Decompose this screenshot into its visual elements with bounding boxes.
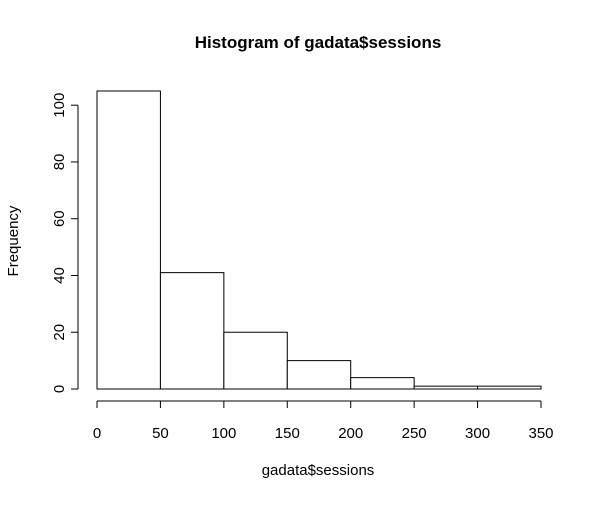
histogram-bar-0-50 [96, 90, 161, 390]
y-tick-label: 40 [51, 267, 68, 284]
chart-title: Histogram of gadata$sessions [195, 33, 442, 52]
histogram-bar-100-150 [223, 331, 288, 390]
histogram-bar-50-100 [159, 272, 225, 390]
x-tick-label: 150 [275, 425, 300, 442]
bars-group [96, 90, 542, 390]
y-axis-label: Frequency [5, 205, 22, 276]
x-tick-label: 350 [528, 425, 553, 442]
histogram-bar-150-200 [286, 360, 352, 390]
x-tick-label: 200 [338, 425, 363, 442]
histogram-bar-200-250 [350, 377, 415, 390]
y-tick-label: 80 [51, 154, 68, 171]
x-tick-label: 100 [211, 425, 236, 442]
y-tick-label: 0 [51, 385, 68, 393]
histogram-bar-250-300 [413, 385, 479, 390]
x-axis-label: gadata$sessions [262, 462, 375, 479]
x-axis: 0 50 100 150 200 250 300 350 [93, 400, 554, 442]
y-tick-label: 60 [51, 210, 68, 227]
y-tick-label: 100 [51, 93, 68, 118]
x-tick-label: 250 [402, 425, 427, 442]
x-tick-label: 300 [465, 425, 490, 442]
histogram-bar-300-350 [477, 385, 542, 390]
y-tick-label: 20 [51, 324, 68, 341]
y-axis: 0 20 40 60 80 100 [51, 93, 79, 393]
x-tick-label: 50 [152, 425, 169, 442]
x-tick-label: 0 [93, 425, 101, 442]
